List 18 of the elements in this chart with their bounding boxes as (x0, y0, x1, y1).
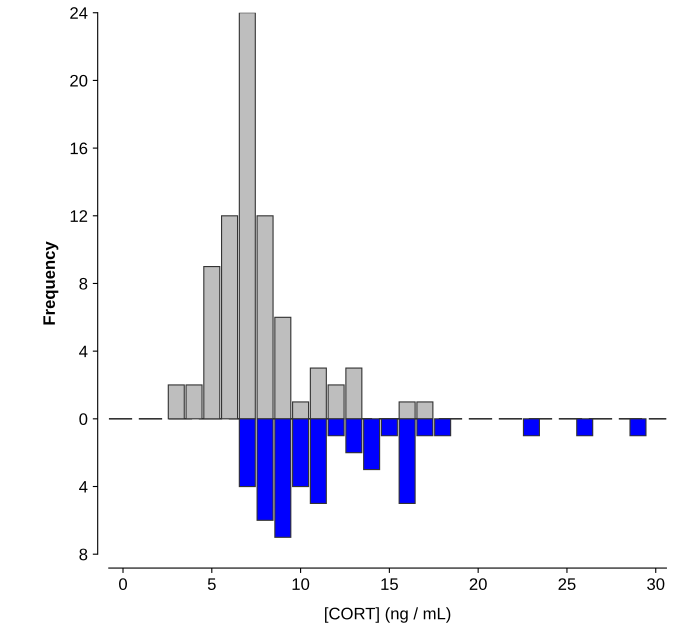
x-tick-label: 25 (558, 578, 576, 590)
y-tick-label: 8 (79, 548, 88, 560)
x-tick-label: 5 (208, 578, 216, 590)
x-tick-label: 30 (647, 578, 664, 590)
y-tick-label: 12 (70, 210, 88, 222)
x-tick-label: 10 (292, 578, 310, 590)
y-tick-label: 4 (79, 346, 88, 358)
y-tick-label: 20 (70, 74, 88, 87)
x-tick-label: 15 (381, 578, 398, 590)
x-axis-title: [CORT] (ng / mL) (325, 607, 450, 623)
y-tick-label: 4 (79, 481, 88, 493)
y-tick-label: 0 (79, 413, 88, 426)
y-tick-label: 24 (70, 7, 88, 19)
y-tick-label: 16 (70, 142, 88, 154)
x-tick-label: 20 (470, 578, 487, 590)
y-tick-label: 8 (79, 278, 88, 290)
y-axis-title: Frequency (43, 241, 58, 324)
x-tick-label: 0 (119, 578, 127, 590)
